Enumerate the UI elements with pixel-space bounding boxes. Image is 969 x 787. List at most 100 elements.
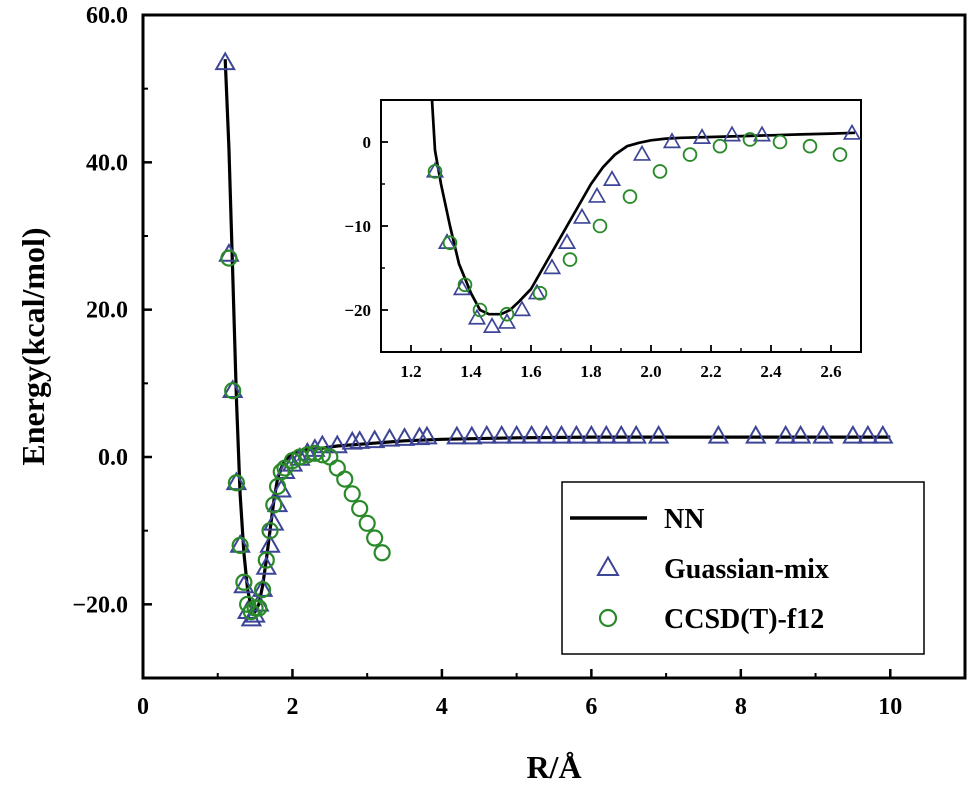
- inset-frame: [380, 99, 862, 353]
- guassian-mix-point: [229, 533, 251, 553]
- inset-y-tick-label: 0: [363, 133, 372, 152]
- guassian-mix-point: [446, 425, 468, 445]
- guassian-mix-point: [505, 424, 528, 444]
- ccsd-point: [343, 485, 361, 503]
- guassian-mix-point: [542, 258, 562, 275]
- ccsd-point: [622, 189, 638, 204]
- ccsd-point: [742, 132, 758, 147]
- inset-y-tick-label: −10: [344, 217, 371, 236]
- guassian-mix-point: [550, 424, 573, 444]
- ccsd-point: [592, 218, 608, 234]
- legend: NN Guassian-mix CCSD(T)-f12: [561, 481, 925, 655]
- guassian-mix-point: [842, 123, 861, 140]
- guassian-mix-point: [857, 424, 879, 444]
- guassian-mix-point: [378, 427, 401, 447]
- guassian-mix-point: [842, 424, 864, 444]
- guassian-mix-point: [221, 379, 244, 398]
- guassian-mix-point: [263, 511, 285, 531]
- ccsd-point: [253, 580, 272, 599]
- ccsd-point: [772, 134, 788, 150]
- y-tick-label: 60.0: [86, 3, 128, 29]
- legend-box: [561, 481, 925, 655]
- ccsd-point: [457, 277, 473, 293]
- ccsd-point: [427, 164, 443, 179]
- ccsd-point: [472, 302, 488, 318]
- guassian-mix-point: [745, 424, 767, 444]
- ccsd-point: [231, 536, 249, 555]
- guassian-mix-point: [461, 425, 483, 445]
- inset-series-group: [425, 100, 861, 334]
- guassian-mix-point: [872, 424, 894, 444]
- ccsd-point: [257, 551, 275, 569]
- guassian-mix-point: [692, 128, 712, 145]
- guassian-mix-point: [752, 125, 772, 142]
- ccsd-point: [532, 285, 548, 301]
- y-tick-label: −20.0: [72, 592, 128, 618]
- guassian-mix-point: [233, 574, 255, 594]
- ccsd-point: [802, 138, 818, 154]
- guassian-mix-point: [632, 144, 652, 161]
- guassian-mix-point: [452, 279, 472, 296]
- ccsd-point: [682, 147, 698, 162]
- guassian-mix-point: [565, 424, 588, 444]
- guassian-mix-point: [610, 424, 632, 444]
- guassian-mix-point: [482, 317, 502, 334]
- x-tick-label: 8: [735, 694, 747, 720]
- x-tick-label: 10: [878, 694, 902, 720]
- guassian-mix-point: [363, 429, 386, 449]
- inset-x-tick-label: 1.2: [400, 362, 421, 381]
- inset-x-tick-label: 2.4: [760, 362, 782, 381]
- ccsd-point: [832, 147, 848, 162]
- ccsd-point: [499, 306, 515, 322]
- x-tick-label: 2: [286, 694, 298, 720]
- guassian-mix-point: [251, 578, 274, 597]
- ccsd-point: [235, 573, 253, 591]
- y-tick-label: 0.0: [98, 445, 128, 471]
- guassian-mix-point: [707, 424, 730, 444]
- inset-x-tick-label: 2.6: [820, 362, 841, 381]
- ccsd-point: [712, 138, 728, 154]
- inset-x-tick-label: 1.8: [580, 362, 601, 381]
- guassian-mix-point: [587, 186, 607, 203]
- ccsd-point: [328, 459, 346, 477]
- ccsd-point: [313, 446, 331, 464]
- guassian-mix-point: [557, 233, 577, 250]
- y-axis-title: Energy(kcal/mol): [15, 227, 51, 465]
- ccsd-point: [272, 463, 290, 481]
- guassian-mix-point: [580, 424, 603, 444]
- x-axis-title: R/Å: [526, 749, 581, 785]
- guassian-mix-point: [490, 424, 513, 444]
- main-plot-frame: [141, 13, 967, 680]
- ccsd-point: [373, 544, 391, 562]
- guassian-mix-point: [572, 207, 592, 224]
- ccsd-point: [442, 235, 458, 251]
- y-tick-label: 20.0: [86, 298, 128, 324]
- guassian-mix-point: [326, 434, 349, 454]
- guassian-mix-point: [214, 51, 236, 71]
- ccsd-point: [220, 249, 238, 267]
- ccsd-point: [261, 522, 279, 540]
- inset-y-tick-label: −20: [344, 301, 371, 320]
- nn-curve: [430, 100, 856, 316]
- guassian-mix-point: [789, 424, 812, 444]
- ccsd-point: [250, 599, 268, 617]
- inset-x-tick-label: 1.6: [520, 362, 541, 381]
- legend-label: CCSD(T)-f12: [664, 604, 824, 635]
- inset-x-tick-label: 2.2: [700, 362, 721, 381]
- inset-x-tick-label: 2.0: [640, 362, 661, 381]
- ccsd-point: [265, 496, 283, 514]
- y-tick-label: 40.0: [86, 150, 128, 176]
- x-tick-label: 0: [137, 694, 149, 720]
- guassian-mix-point: [416, 425, 438, 445]
- legend-label: NN: [664, 504, 704, 535]
- guassian-mix-point: [602, 170, 622, 187]
- guassian-mix-point: [512, 300, 532, 317]
- inset-x-tick-label: 1.4: [460, 362, 482, 381]
- guassian-mix-point: [476, 424, 498, 444]
- x-tick-label: 6: [585, 694, 597, 720]
- guassian-mix-point: [535, 424, 558, 444]
- guassian-mix-point: [595, 424, 618, 444]
- guassian-mix-point: [722, 125, 742, 142]
- legend-label: Guassian-mix: [664, 554, 829, 585]
